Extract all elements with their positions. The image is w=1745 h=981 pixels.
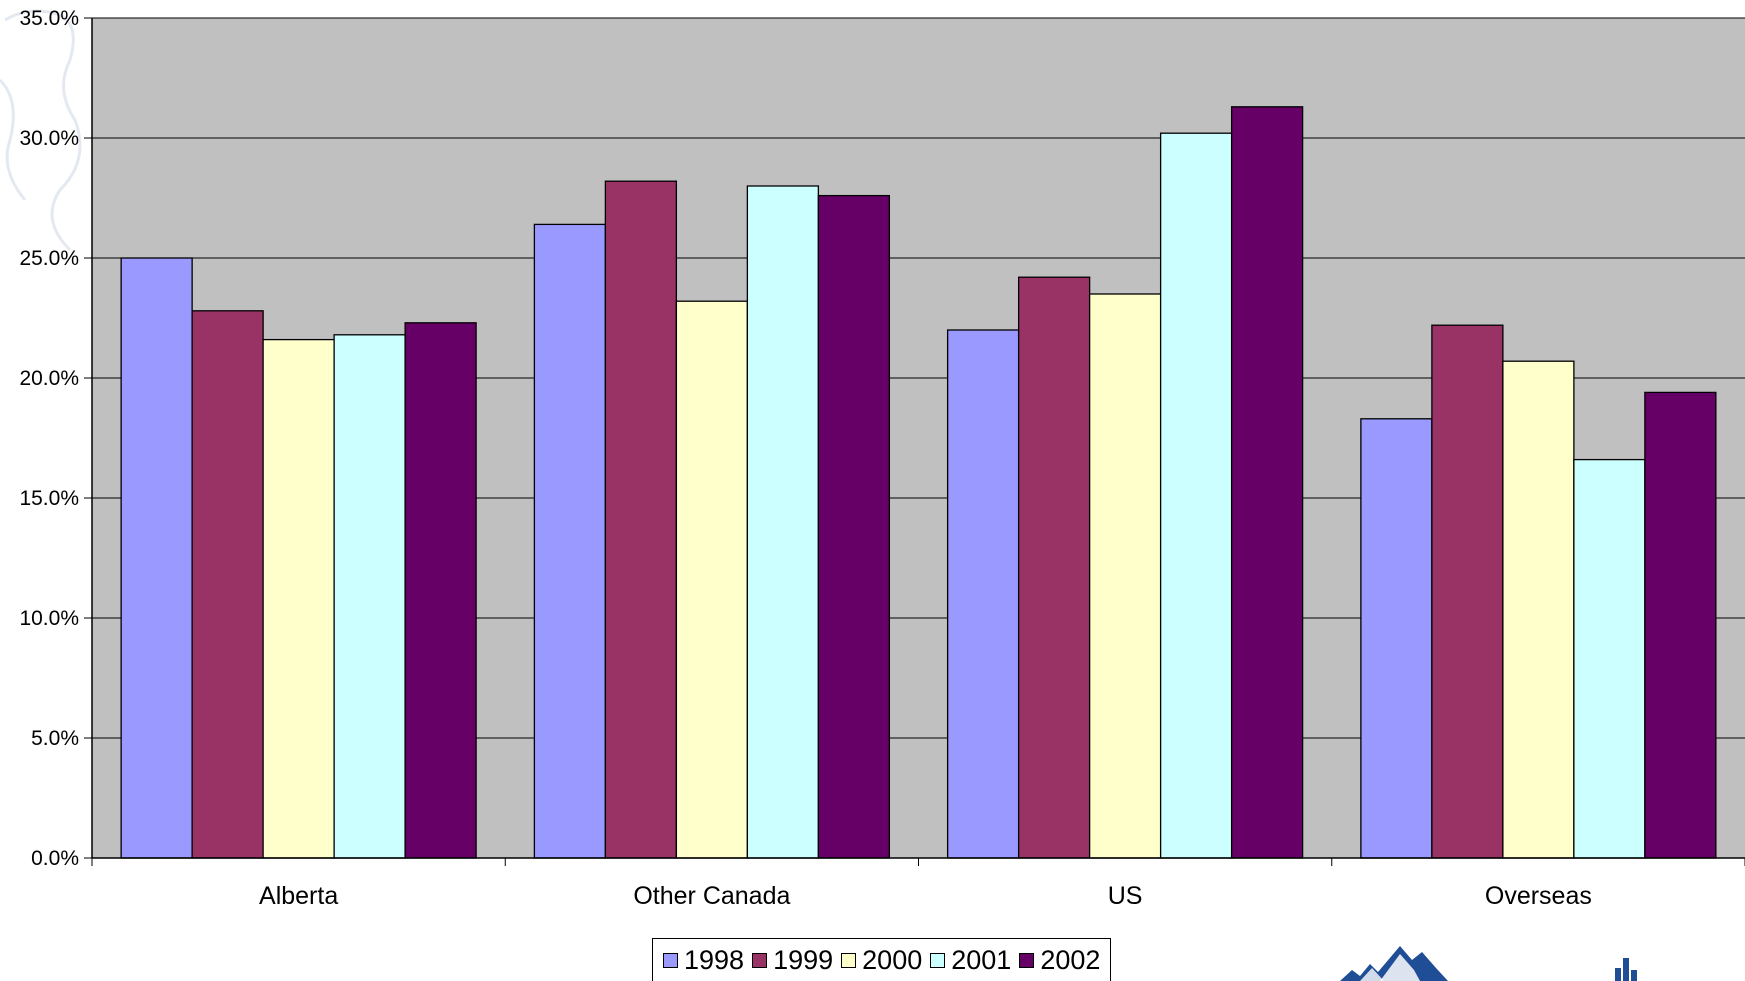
x-tick-label: Overseas [1485,882,1592,910]
y-tick-label: 5.0% [31,727,79,750]
x-tick-label: Alberta [259,882,338,910]
legend: 1998 1999 2000 2001 2002 [652,938,1112,981]
bar-1999-overseas [1431,324,1504,859]
legend-swatch [841,952,857,968]
y-tick-label: 10.0% [19,607,79,630]
bar-2002-alberta [404,322,477,859]
bar-1998-other-canada [533,223,607,859]
legend-item-2002: 2002 [1019,944,1101,975]
legend-label: 2001 [951,944,1012,975]
bar-2001-alberta [333,334,406,859]
legend-label: 2002 [1040,944,1101,975]
y-tick-label: 20.0% [19,367,79,390]
bar-2001-us [1159,132,1233,859]
bar-2000-overseas [1502,360,1575,859]
x-tick-label: US [1108,882,1143,910]
y-tick-label: 15.0% [19,487,79,510]
legend-item-2001: 2001 [930,944,1012,975]
y-tick-label: 0.0% [31,847,79,870]
legend-swatch [930,952,946,968]
y-tick-label: 25.0% [19,247,79,270]
x-tick-labels: Alberta Other Canada US Overseas [259,882,1592,910]
legend-swatch [752,952,768,968]
bar-2002-us [1230,106,1304,859]
bar-2000-us [1088,293,1162,859]
bar-1999-other-canada [604,180,678,859]
bars [120,106,1717,859]
bar-2002-overseas [1644,391,1717,859]
mountain-logo-icon [1340,946,1637,981]
bar-2002-other-canada [817,194,891,859]
bar-1998-alberta [120,257,193,859]
background-map-watermark [0,9,82,252]
legend-label: 1999 [773,944,834,975]
legend-swatch [1019,952,1035,968]
bar-2001-other-canada [746,185,820,859]
y-tick-labels: 0.0% 5.0% 10.0% 15.0% 20.0% 25.0% 30.0% 35.0% [19,7,79,870]
bar-1998-us [946,329,1020,859]
axes [84,17,1745,866]
legend-item-1998: 1998 [663,944,745,975]
bar-1998-overseas [1360,418,1433,859]
bar-1999-alberta [191,310,264,859]
legend-item-2000: 2000 [841,944,923,975]
bar-2000-other-canada [675,300,749,859]
bar-2001-overseas [1573,458,1646,859]
legend-swatch [663,952,678,968]
y-tick-label: 30.0% [19,127,79,150]
legend-item-1999: 1999 [752,944,834,975]
y-tick-label: 35.0% [19,7,79,30]
legend-label: 2000 [862,944,923,975]
legend-label: 1998 [684,944,745,975]
x-tick-label: Other Canada [633,882,790,910]
bar-2000-alberta [262,338,335,859]
bar-1999-us [1017,276,1091,859]
